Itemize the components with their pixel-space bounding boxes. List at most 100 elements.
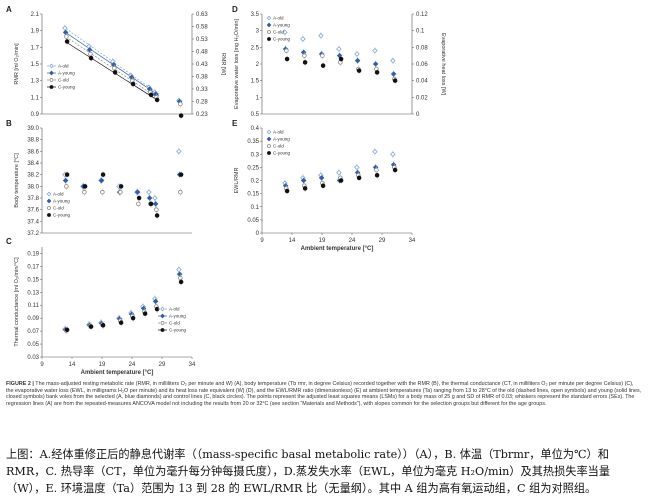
panel-d-point — [302, 60, 308, 65]
panel-a-point — [154, 97, 160, 103]
panel-d-y-axis-label: Evaporative water loss [mg H₂O/min] — [234, 19, 240, 109]
panel-c-legend-label: C-old — [169, 321, 180, 326]
panel-b-point — [152, 195, 158, 201]
panel-a-legend-marker — [49, 78, 54, 82]
panel-c-point — [176, 271, 183, 277]
panel-d-y-tick-label: 1.5 — [251, 79, 260, 85]
panel-b-point — [148, 201, 154, 207]
panel-d-point — [320, 63, 326, 68]
panel-e-point — [356, 175, 362, 181]
panel-a-y-tick-label: 1.7 — [31, 45, 40, 51]
panel-c-x-axis-label: Ambient temperature [°C] — [81, 370, 154, 376]
panel-a-y-tick-label: 1.5 — [31, 62, 40, 68]
panel-e-y-tick-label: 0.15 — [247, 192, 259, 198]
panel-e-point — [354, 164, 360, 171]
panel-e-y-tick-label: 0.4 — [251, 126, 260, 132]
panel-a-legend-marker — [49, 85, 54, 89]
panel-d-point — [318, 32, 324, 39]
panel-b-point — [64, 172, 70, 177]
panel-d-y2-tick-label: 0.12 — [416, 12, 428, 18]
panel-a-point — [88, 55, 94, 61]
panel-d-point — [372, 47, 378, 54]
panel-d-y-tick-label: 3 — [256, 29, 260, 35]
panel-a-y2-tick-label: 0.63 — [196, 12, 208, 18]
panel-d-y-tick-label: 1 — [256, 95, 260, 101]
panel-c-y-tick-label: 0.03 — [27, 355, 39, 361]
panel-b-y-tick-label: 38.4 — [27, 161, 39, 167]
panel-b-point — [100, 172, 106, 177]
panel-d-point — [372, 61, 379, 67]
panel-a-y2-tick-label: 0.58 — [196, 25, 208, 31]
panel-a-point — [178, 101, 183, 107]
panel-d-y2-tick-label: 0.08 — [416, 45, 428, 51]
panel-e-y-axis-label: EWL/RMR — [234, 167, 240, 193]
panel-b-point — [146, 195, 153, 201]
panel-b-legend-marker — [47, 213, 51, 217]
panel-a-point — [64, 34, 69, 39]
panel-c-legend-marker — [160, 328, 165, 332]
panel-e-point — [300, 177, 307, 184]
panel-b-legend-marker — [47, 206, 51, 210]
panel-e-legend-label: A-young — [273, 137, 290, 142]
panel-c-y-tick-label: 0.17 — [27, 264, 39, 270]
panel-c-x-tick-label: 9 — [40, 362, 44, 368]
panel-c-legend-marker — [160, 306, 165, 312]
panel-a-y-axis-label: RMR [ml O₂/min] — [14, 43, 20, 85]
panel-d-point — [374, 70, 380, 75]
panel-d-legend-label: A-old — [273, 16, 284, 21]
panel-e-x-tick-label: 9 — [260, 238, 264, 244]
panel-b-y-tick-label: 37.6 — [27, 208, 39, 214]
panel-b-legend-label: A-young — [53, 199, 70, 204]
panel-b-legend-marker — [46, 198, 52, 204]
panel-e-point — [392, 167, 398, 173]
panel-b-point — [64, 184, 69, 189]
panel-a-y2-tick-label: 0.43 — [196, 62, 208, 68]
panel-a-y2-tick-label: 0.33 — [196, 87, 208, 93]
panel-e-point — [372, 148, 378, 155]
panel-c-point — [176, 266, 182, 273]
panel-e-y-tick-label: 0 — [256, 231, 260, 237]
panel-c-y-tick-label: 0.05 — [27, 342, 39, 348]
panel-b-point — [146, 189, 152, 195]
panel-c-x-tick-label: 19 — [99, 362, 106, 368]
panel-a-regression-line — [65, 36, 160, 100]
panel-b-y-tick-label: 37.8 — [27, 196, 39, 202]
panel-d-point — [320, 53, 325, 58]
panel-d-y2-tick-label: 0.1 — [416, 29, 425, 35]
panel-b-y-tick-label: 39.0 — [27, 126, 39, 132]
panel-b-point — [154, 213, 160, 218]
figure-caption-chinese: 上图：A.经体重修正后的静息代谢率（（mass-specific basal m… — [6, 448, 611, 495]
panel-a-y-tick-label: 1.3 — [31, 79, 40, 85]
panel-d-point — [302, 53, 307, 58]
panel-a-point — [64, 39, 70, 44]
panel-b-legend-label: C-young — [53, 213, 71, 218]
panel-e-point — [318, 175, 325, 181]
panel-a-point — [112, 65, 117, 71]
panel-b-point — [98, 177, 105, 184]
panel-d-legend-marker — [266, 15, 272, 21]
panel-c-y-tick-label: 0.15 — [27, 277, 39, 283]
panel-e-y-tick-label: 0.1 — [251, 205, 260, 211]
panel-d-y2-tick-label: 0.02 — [416, 95, 428, 101]
panel-c-letter: C — [6, 237, 12, 246]
panel-a-y-tick-label: 2.1 — [31, 12, 40, 18]
panel-d-point — [284, 48, 289, 53]
panel-b-point — [82, 184, 88, 189]
panel-b-point — [118, 184, 124, 189]
panel-a-regression-line — [65, 41, 160, 102]
panel-e-x-tick-label: 19 — [319, 238, 326, 244]
panel-c-legend-label: C-young — [169, 328, 187, 333]
panel-d-point — [354, 51, 360, 57]
panel-e-y-tick-label: 0.05 — [247, 218, 259, 224]
panel-b-legend-marker — [46, 191, 52, 197]
panel-c-legend-label: A-old — [169, 307, 180, 312]
panel-e-point — [374, 167, 379, 173]
panel-a-y2-tick-label: 0.28 — [196, 100, 208, 106]
panel-e-x-tick-label: 29 — [379, 238, 386, 244]
panel-d-y2-tick-label: 0.06 — [416, 62, 428, 68]
panel-c-point — [130, 315, 136, 321]
panel-a-y-tick-label: 1.9 — [31, 29, 40, 35]
panel-c-point — [178, 279, 184, 285]
panel-e-y-tick-label: 0.35 — [247, 139, 259, 145]
panel-a-y-tick-label: 1.1 — [31, 95, 40, 101]
